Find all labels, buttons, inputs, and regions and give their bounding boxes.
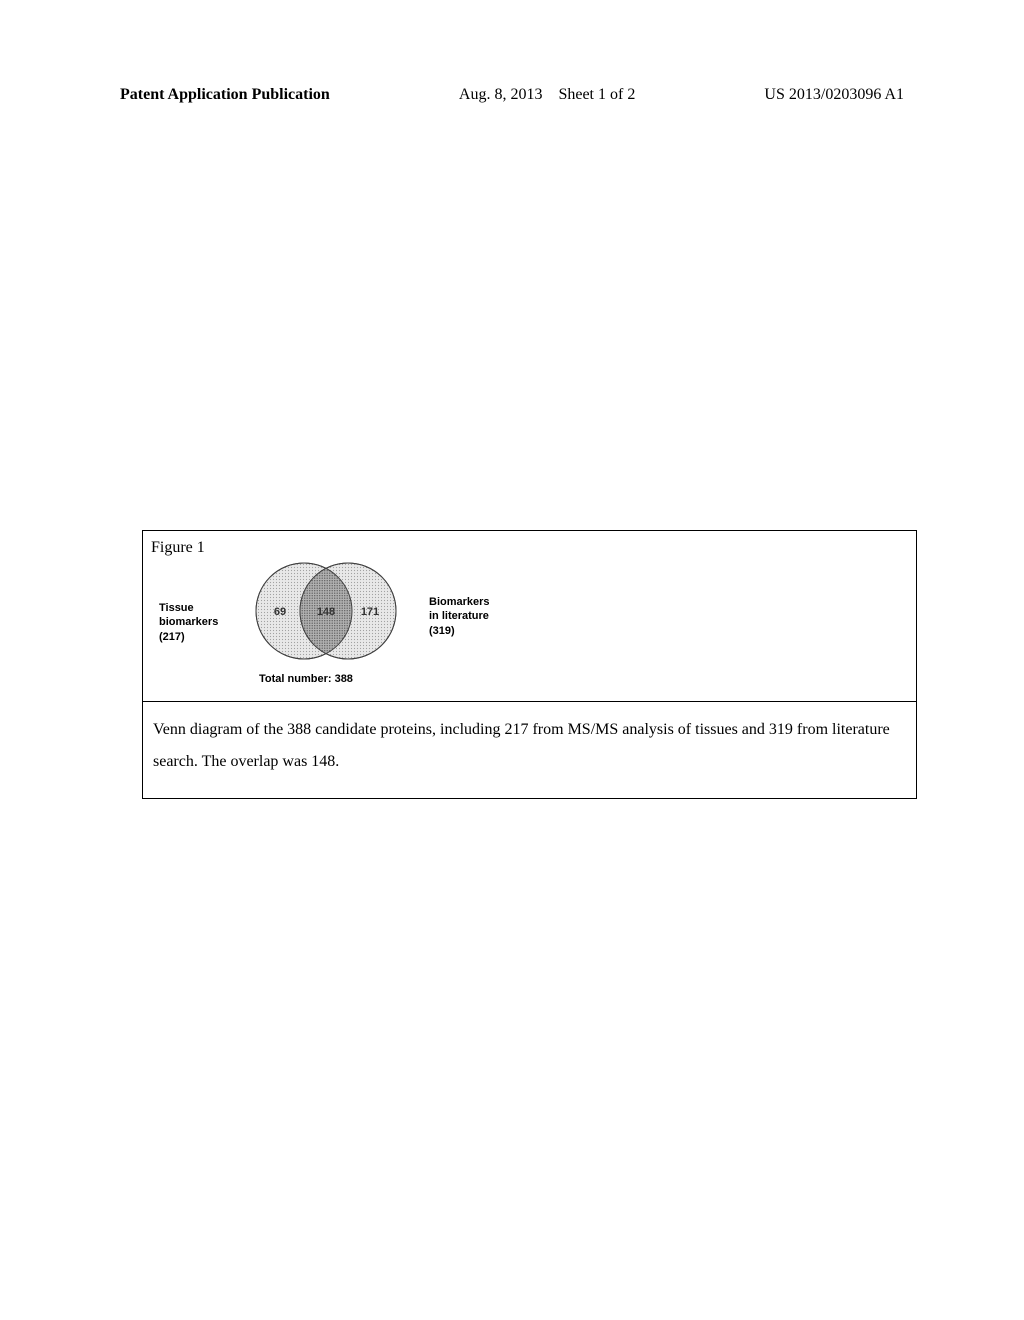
header-patent-number: US 2013/0203096 A1 xyxy=(764,86,904,104)
header-date-sheet: Aug. 8, 2013 Sheet 1 of 2 xyxy=(459,86,635,104)
venn-right-only-value: 171 xyxy=(361,606,379,618)
page-header: Patent Application Publication Aug. 8, 2… xyxy=(120,86,904,104)
venn-overlap-value: 148 xyxy=(317,606,335,618)
left-label-line3: (217) xyxy=(159,631,185,643)
figure-title: Figure 1 xyxy=(151,539,908,557)
figure-caption: Venn diagram of the 388 candidate protei… xyxy=(143,702,916,798)
venn-diagram-area: Tissue biomarkers (217) xyxy=(151,563,908,693)
right-label-line3: (319) xyxy=(429,625,455,637)
figure-top-panel: Figure 1 Tissue biomarkers (217) xyxy=(143,531,916,693)
left-label-line1: Tissue xyxy=(159,602,194,614)
right-label-line1: Biomarkers xyxy=(429,596,490,608)
venn-left-only-value: 69 xyxy=(274,606,286,618)
left-label-line2: biomarkers xyxy=(159,616,218,628)
venn-total-label: Total number: 388 xyxy=(259,673,353,685)
figure-box: Figure 1 Tissue biomarkers (217) xyxy=(142,530,917,799)
right-label-line2: in literature xyxy=(429,610,489,622)
venn-left-label: Tissue biomarkers (217) xyxy=(159,601,218,644)
header-sheet: Sheet 1 of 2 xyxy=(558,86,635,103)
venn-right-label: Biomarkers in literature (319) xyxy=(429,595,490,638)
header-date: Aug. 8, 2013 xyxy=(459,86,543,103)
venn-diagram-svg: 69 148 171 xyxy=(236,557,416,675)
header-publication: Patent Application Publication xyxy=(120,86,330,104)
